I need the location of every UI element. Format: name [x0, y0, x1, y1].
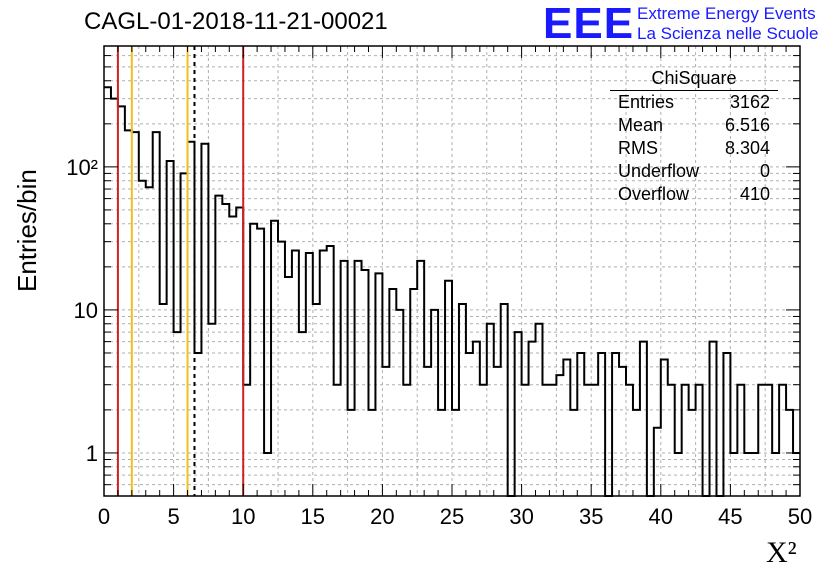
stats-row-entries: Entries 3162: [610, 91, 778, 114]
x-tick-label: 10: [231, 504, 255, 529]
y-tick-label: 1: [86, 441, 98, 466]
x-tick-label: 40: [649, 504, 673, 529]
stats-value: 410: [739, 184, 770, 204]
y-axis-label-wrap: Entries/bin: [8, 169, 42, 322]
stats-label: RMS: [618, 138, 658, 158]
stats-title: ChiSquare: [610, 66, 778, 91]
stats-row-overflow: Overflow 410: [610, 183, 778, 206]
stats-row-rms: RMS 8.304: [610, 137, 778, 160]
stats-row-underflow: Underflow 0: [610, 160, 778, 183]
y-axis-label: Entries/bin: [12, 169, 42, 292]
x-tick-label: 0: [98, 504, 110, 529]
x-tick-label: 20: [370, 504, 394, 529]
x-tick-label: 15: [301, 504, 325, 529]
stats-box: ChiSquare Entries 3162 Mean 6.516 RMS 8.…: [610, 66, 778, 206]
x-tick-label: 45: [718, 504, 742, 529]
histogram-series: [104, 86, 800, 497]
x-tick-label: 30: [509, 504, 533, 529]
stats-value: 0: [759, 161, 770, 181]
stats-value: 6.516: [724, 115, 770, 135]
stats-label: Entries: [618, 92, 675, 112]
stats-label: Underflow: [618, 161, 700, 181]
stats-value: 3162: [729, 92, 770, 112]
y-tick-label: 10: [74, 298, 98, 323]
x-tick-label: 50: [788, 504, 812, 529]
logo-subtitle-2: La Scienza nelle Scuole: [637, 24, 819, 43]
stats-label: Mean: [618, 115, 664, 135]
x-tick-label: 25: [440, 504, 464, 529]
x-tick-label: 5: [167, 504, 179, 529]
x-axis-label: Χ²: [766, 536, 797, 569]
y-tick-label: 10²: [66, 155, 98, 180]
eee-logo: EEE: [543, 0, 635, 48]
run-title: CAGL-01-2018-11-21-00021: [84, 8, 388, 35]
stats-value: 8.304: [724, 138, 770, 158]
x-tick-label: 35: [579, 504, 603, 529]
logo-subtitle-1: Extreme Energy Events: [637, 4, 816, 23]
stats-label: Overflow: [618, 184, 690, 204]
stats-row-mean: Mean 6.516: [610, 114, 778, 137]
